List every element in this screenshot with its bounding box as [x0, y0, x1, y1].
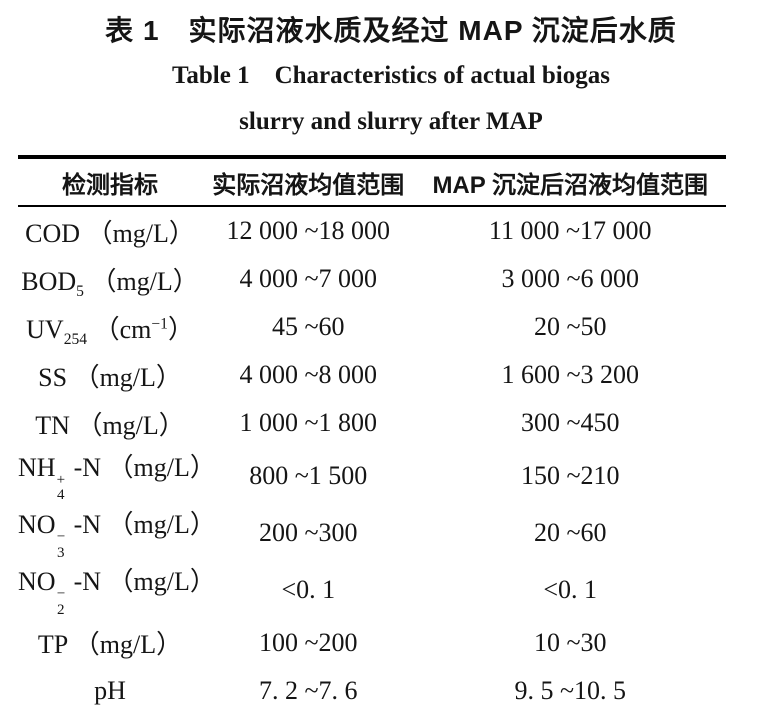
indicator-cell: BOD5 （mg/L） — [21, 266, 199, 300]
after-map-value-cell: 1 600 ~3 200 — [501, 360, 640, 389]
after-map-value-cell: 20 ~60 — [533, 517, 607, 547]
indicator-cell: NO −2 -N （mg/L） — [18, 567, 216, 618]
table-row: COD （mg/L） 12 000 ~18 000 11 000 ~17 000 — [18, 206, 726, 255]
stacked-charge-subscript: −2 — [56, 585, 66, 618]
after-map-value-cell: 20 ~50 — [533, 312, 607, 341]
indicator-cell: SS （mg/L） — [38, 362, 182, 392]
stacked-charge-subscript: −3 — [56, 528, 66, 561]
actual-slurry-value-cell: 4 000 ~8 000 — [239, 360, 378, 389]
table-row: UV254 （cm−1） 45 ~60 20 ~50 — [18, 303, 726, 351]
table-row: NO −2 -N （mg/L） <0. 1 <0. 1 — [18, 561, 726, 618]
table-row: BOD5 （mg/L） 4 000 ~7 000 3 000 ~6 000 — [18, 255, 726, 303]
header-after-map-range: MAP 沉淀后沼液均值范围 — [414, 157, 726, 207]
table-row: SS （mg/L） 4 000 ~8 000 1 600 ~3 200 — [18, 351, 726, 399]
indicator-cell: pH — [94, 675, 126, 705]
stacked-charge-subscript: +4 — [56, 471, 66, 504]
after-map-value-cell: 10 ~30 — [533, 627, 607, 657]
indicator-cell: COD （mg/L） — [25, 218, 195, 248]
table-row: pH 7. 2 ~7. 6 9. 5 ~10. 5 — [18, 667, 726, 706]
actual-slurry-value-cell: <0. 1 — [281, 574, 336, 604]
indicator-cell: TP （mg/L） — [37, 630, 183, 660]
after-map-value-cell: 150 ~210 — [520, 460, 620, 490]
indicator-cell: TN （mg/L） — [35, 410, 185, 440]
actual-slurry-value-cell: 800 ~1 500 — [249, 460, 368, 490]
indicator-cell: NH +4 -N （mg/L） — [18, 453, 216, 504]
indicator-cell: UV254 （cm−1） — [26, 314, 194, 348]
superscript: −1 — [151, 314, 168, 332]
indicator-cell: NO −3 -N （mg/L） — [18, 510, 216, 561]
table-caption-zh: 表 1 实际沼液水质及经过 MAP 沉淀后水质 — [105, 15, 677, 46]
after-map-value-cell: 300 ~450 — [520, 408, 620, 437]
actual-slurry-value-cell: 4 000 ~7 000 — [239, 264, 378, 293]
table-header: 检测指标 实际沼液均值范围 MAP 沉淀后沼液均值范围 — [18, 157, 726, 207]
after-map-value-cell: 3 000 ~6 000 — [501, 264, 640, 293]
actual-slurry-value-cell: 45 ~60 — [271, 312, 345, 341]
table-row: TN （mg/L） 1 000 ~1 800 300 ~450 — [18, 399, 726, 447]
table-row: NO −3 -N （mg/L） 200 ~300 20 ~60 — [18, 504, 726, 561]
table-row: TP （mg/L） 100 ~200 10 ~30 — [18, 619, 726, 667]
table-caption-en-line1: Table 1 Characteristics of actual biogas — [172, 62, 610, 89]
subscript: 5 — [76, 282, 84, 300]
table-body: COD （mg/L） 12 000 ~18 000 11 000 ~17 000 BO… — [18, 206, 726, 706]
header-indicator: 检测指标 — [18, 157, 203, 207]
after-map-value-cell: <0. 1 — [543, 574, 598, 604]
subscript: 254 — [63, 330, 88, 348]
after-map-value-cell: 11 000 ~17 000 — [488, 216, 652, 245]
header-actual-slurry-range: 实际沼液均值范围 — [202, 157, 415, 207]
actual-slurry-value-cell: 7. 2 ~7. 6 — [258, 675, 358, 705]
actual-slurry-value-cell: 200 ~300 — [258, 517, 358, 547]
water-quality-table: 检测指标 实际沼液均值范围 MAP 沉淀后沼液均值范围 COD （mg/L） 12… — [18, 155, 726, 706]
actual-slurry-value-cell: 100 ~200 — [258, 627, 358, 657]
actual-slurry-value-cell: 12 000 ~18 000 — [226, 216, 391, 245]
table-row: NH +4 -N （mg/L） 800 ~1 500 150 ~210 — [18, 447, 726, 504]
table-caption-en-line2: slurry and slurry after MAP — [239, 108, 543, 135]
after-map-value-cell: 9. 5 ~10. 5 — [514, 675, 627, 705]
actual-slurry-value-cell: 1 000 ~1 800 — [239, 408, 378, 437]
header-row: 检测指标 实际沼液均值范围 MAP 沉淀后沼液均值范围 — [18, 157, 726, 207]
